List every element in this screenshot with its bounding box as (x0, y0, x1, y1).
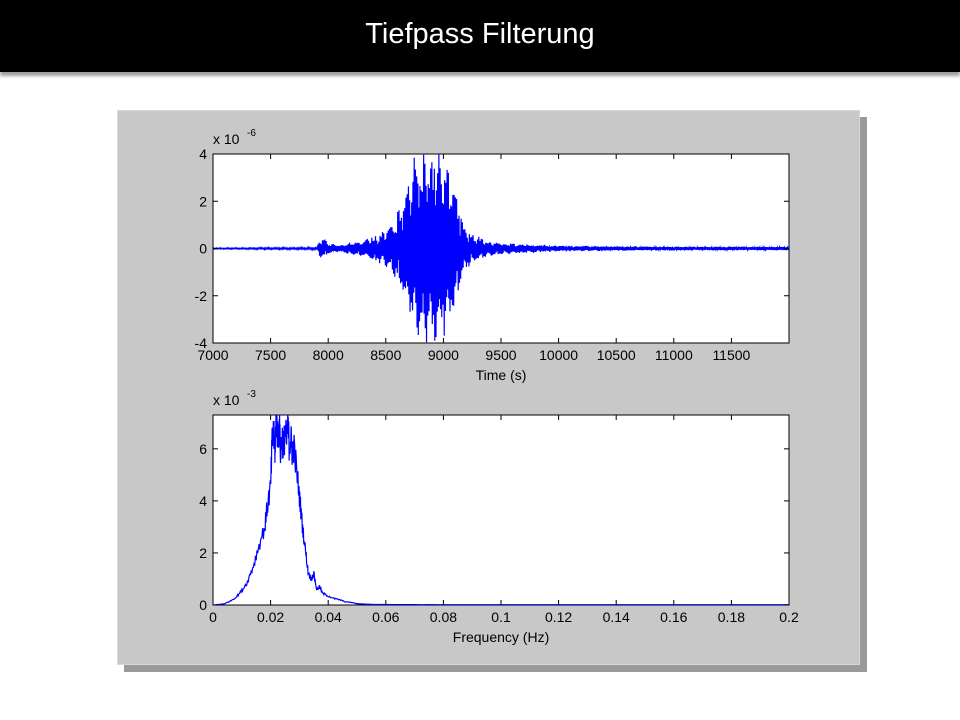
chart2-ytick-label: 6 (199, 441, 207, 457)
chart1-ytick-label: 2 (199, 193, 207, 209)
chart2-axes-frame (212, 414, 790, 606)
chart1-xtick-label: 11500 (712, 347, 750, 363)
chart1-exponent-label: x 10 (213, 131, 240, 147)
chart1-series-line (213, 154, 789, 343)
chart2-series-line (213, 415, 789, 605)
chart1-xtick-label: 10500 (597, 347, 636, 363)
chart2-ytick-label: 4 (199, 493, 207, 509)
chart1-xtick-label: 10000 (539, 347, 578, 363)
chart2-xtick-label: 0.1 (491, 609, 511, 625)
chart2-xtick-label: 0.2 (779, 609, 799, 625)
chart1-exponent-power: -6 (247, 128, 256, 139)
chart1-ytick-label: 4 (199, 146, 207, 162)
title-bar: Tiefpass Filterung (0, 0, 960, 72)
chart2-exponent-power: -3 (247, 389, 256, 400)
chart2-xtick-label: 0.02 (257, 609, 284, 625)
chart2-xtick-label: 0.04 (315, 609, 342, 625)
chart2-xtick-label: 0 (209, 609, 217, 625)
chart2-xtick-label: 0.14 (603, 609, 630, 625)
chart2-xtick-label: 0.08 (430, 609, 457, 625)
chart2-xtick-label: 0.06 (372, 609, 399, 625)
chart2-xtick-label: 0.12 (545, 609, 572, 625)
chart1-xtick-label: 8000 (313, 347, 344, 363)
chart1-xtick-label: 7500 (255, 347, 286, 363)
chart1-xtick-label: 8500 (370, 347, 401, 363)
chart2-xaxis-label: Frequency (Hz) (453, 629, 549, 645)
chart2-xtick-label: 0.16 (660, 609, 687, 625)
chart2-exponent-label: x 10 (213, 392, 240, 408)
chart2-ytick-label: 2 (199, 545, 207, 561)
chart1-xtick-label: 9000 (428, 347, 459, 363)
chart2-ytick-label: 0 (199, 597, 207, 613)
chart1-ytick-label: 0 (199, 241, 207, 257)
slide-title: Tiefpass Filterung (365, 17, 595, 50)
chart1-ytick-label: -4 (195, 335, 208, 351)
chart1-xtick-label: 11000 (655, 347, 693, 363)
chart1-xaxis-label: Time (s) (476, 367, 527, 383)
chart1-xtick-label: 7000 (197, 347, 228, 363)
chart1-ytick-label: -2 (195, 288, 208, 304)
chart2-xtick-label: 0.18 (718, 609, 745, 625)
chart1-xtick-label: 9500 (485, 347, 516, 363)
